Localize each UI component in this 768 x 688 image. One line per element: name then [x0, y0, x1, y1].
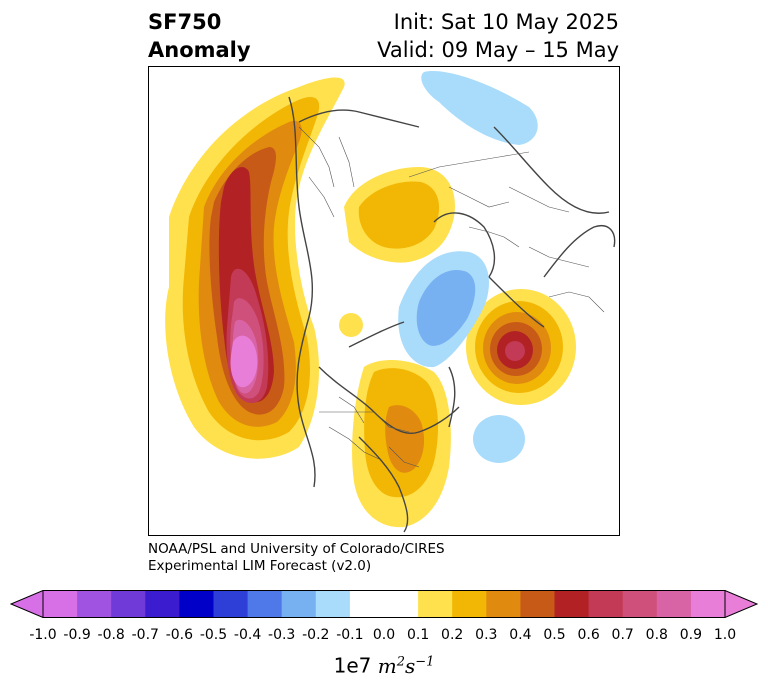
colorbar-tick-label: 0.9 [679, 627, 703, 643]
colorbar-outline [42, 590, 726, 618]
colorbar-tick-label: -0.4 [233, 627, 262, 643]
colorbar-segment [213, 590, 249, 618]
colorbar-segment [111, 590, 146, 618]
colorbar-segment [179, 590, 214, 618]
contour-orange [385, 405, 425, 473]
contour-light-blue [473, 415, 525, 463]
colorbar-tick-label: -0.3 [268, 627, 296, 643]
title-valid-range: Valid: 09 May – 15 May [377, 38, 619, 62]
colorbar-tick-label: 0.7 [611, 627, 634, 643]
north-america-positive-anomaly [352, 360, 451, 528]
colorbar-segment [554, 590, 590, 618]
country-borders [298, 126, 605, 468]
anomaly-map [165, 71, 616, 533]
colorbar-segment [145, 590, 180, 618]
colorbar-tick-label: -0.2 [302, 627, 330, 643]
colorbar-tick-label: -0.8 [97, 627, 125, 643]
colorbar-segment [349, 590, 385, 618]
colorbar-tick-label: -1.0 [29, 627, 57, 643]
contour-light-magenta [230, 335, 258, 388]
colorbar-tick-label: 0.1 [406, 627, 430, 643]
contour-light-blue [421, 71, 538, 145]
colorbar-tick-label: 0.6 [577, 627, 600, 643]
title-field-name: SF750 [148, 10, 222, 34]
pacific-positive-anomaly [165, 77, 345, 459]
colorbar-tick-label: 1.0 [713, 627, 737, 643]
colorbar-tick-label: -0.7 [131, 627, 159, 643]
colorbar-segment [690, 590, 726, 618]
colorbar-segment [588, 590, 624, 618]
colorbar-tick-label: -0.1 [336, 627, 364, 643]
colorbar-label-unit: m2s−1 [377, 653, 435, 678]
colorbar-segment [281, 590, 317, 618]
colorbar-segment [486, 590, 521, 618]
colorbar-ticks: -1.0 -0.9 -0.8 -0.7 -0.6 -0.5 -0.4 -0.3 -0.2 -0.1… [0, 626, 768, 646]
colorbar-segment [418, 590, 453, 618]
europe-negative-anomaly [398, 251, 489, 368]
arctic-positive-anomaly [339, 167, 455, 337]
central-asia-negative-anomaly [421, 71, 538, 145]
colorbar-segment [77, 590, 112, 618]
credit-line-2: Experimental LIM Forecast (v2.0) [148, 558, 372, 574]
colorbar-tick-label: 0.8 [645, 627, 668, 643]
contour-yellow-small [339, 313, 363, 337]
colorbar-segment [315, 590, 351, 618]
colorbar-extend-max [724, 590, 758, 618]
contour-crimson [505, 341, 525, 361]
colorbar-tick-label: 0.3 [475, 627, 498, 643]
colorbar-tick-label: -0.9 [63, 627, 91, 643]
contour-gold [358, 181, 440, 249]
west-africa-negative-anomaly [473, 415, 525, 463]
colorbar-segment [622, 590, 658, 618]
north-atlantic-positive-anomaly [466, 289, 576, 405]
contour-mid-blue [416, 270, 476, 346]
colorbar-segment [452, 590, 487, 618]
colorbar-segment [384, 590, 419, 618]
colorbar-tick-label: -0.6 [165, 627, 194, 643]
colorbar-segments [10, 590, 758, 618]
colorbar-segment [43, 590, 78, 618]
credit-line-1: NOAA/PSL and University of Colorado/CIRE… [148, 541, 445, 557]
map-panel [148, 66, 620, 536]
title-left: SF750 Anomaly [148, 8, 251, 64]
title-right: Init: Sat 10 May 2025 Valid: 09 May – 15… [377, 8, 619, 64]
colorbar-tick-label: 0.4 [509, 627, 532, 643]
title-field-type: Anomaly [148, 38, 251, 62]
colorbar-tick-label: 0.5 [543, 627, 566, 643]
colorbar-label-base: 1e7 [333, 653, 372, 678]
title-init-date: Init: Sat 10 May 2025 [393, 10, 619, 34]
colorbar-label: 1e7 m2s−1 [0, 648, 768, 680]
colorbar-tick-label: 0.2 [441, 627, 464, 643]
credit-text: NOAA/PSL and University of Colorado/CIRE… [148, 541, 445, 575]
colorbar-segment [247, 590, 283, 618]
colorbar [10, 590, 758, 618]
colorbar-tick-label: -0.5 [199, 627, 228, 643]
colorbar-segment [656, 590, 692, 618]
colorbar-extend-min [10, 590, 44, 618]
colorbar-tick-label: 0.0 [372, 627, 396, 643]
colorbar-segment [520, 590, 555, 618]
